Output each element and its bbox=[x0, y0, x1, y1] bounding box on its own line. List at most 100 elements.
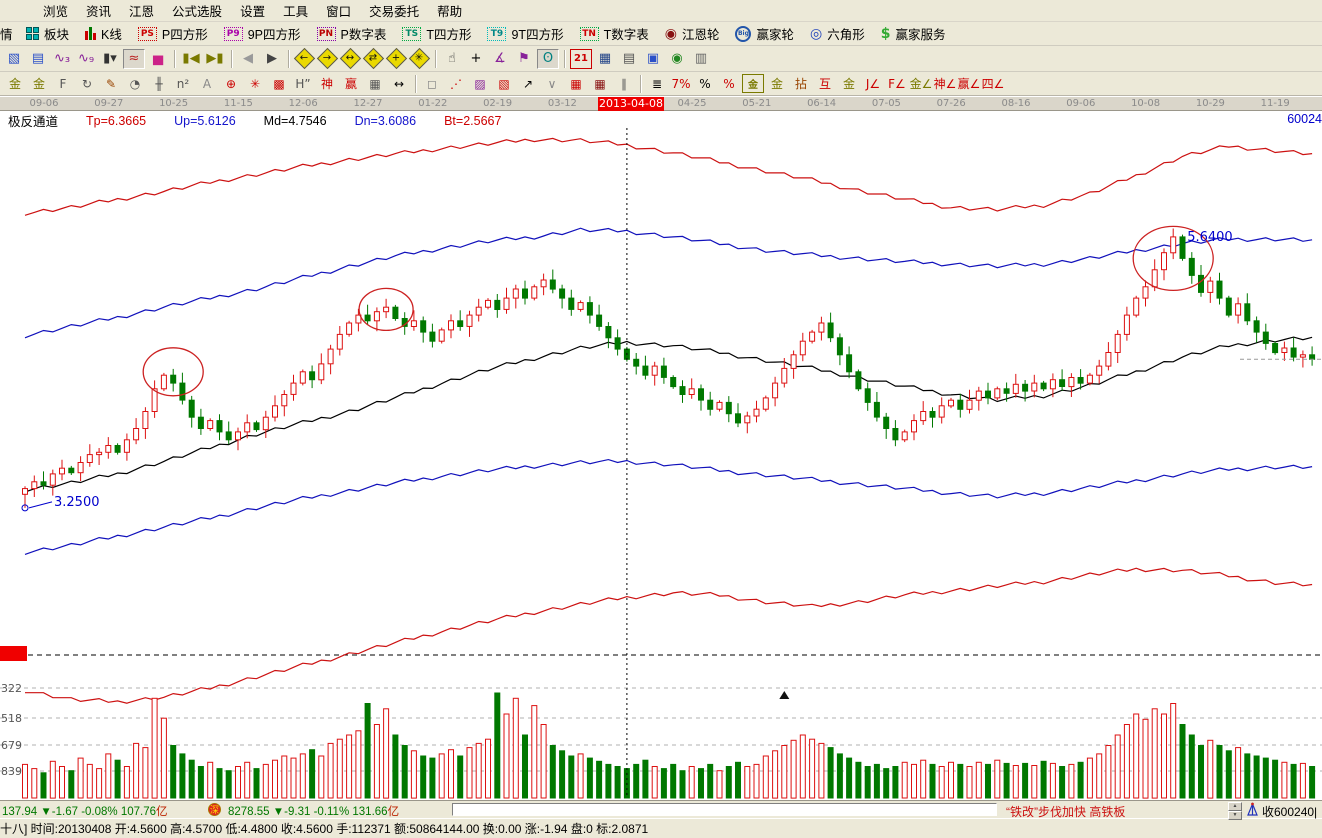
shortcut-blocks-button[interactable]: 板块 bbox=[26, 24, 69, 43]
si-angle-icon[interactable]: 四∠ bbox=[982, 74, 1005, 93]
flag-a-tool-icon[interactable]: A bbox=[196, 74, 218, 93]
calendar-icon[interactable]: 21 bbox=[570, 48, 592, 69]
color-histogram-icon[interactable]: ▅ bbox=[147, 49, 169, 69]
calculator-icon[interactable]: ▦ bbox=[594, 49, 616, 69]
shenzhen-icon: 深 bbox=[208, 803, 221, 816]
trend-arrow-tool-icon[interactable]: ↗ bbox=[517, 74, 539, 93]
shen-tool-icon[interactable]: 神 bbox=[316, 74, 338, 93]
mail-globe-icon[interactable]: ◉ bbox=[666, 49, 688, 69]
parallel-lines-tool-icon[interactable]: ∥ bbox=[613, 74, 635, 93]
menu-item-3[interactable]: 公式选股 bbox=[172, 5, 223, 19]
fibonacci-tool-icon[interactable]: F bbox=[52, 74, 74, 93]
menu-item-1[interactable]: 资讯 bbox=[86, 5, 112, 19]
quote-list-icon[interactable]: ▤ bbox=[27, 49, 49, 69]
zoom-out-icon[interactable]: ✳ bbox=[408, 47, 431, 70]
ruler-123-tool-icon[interactable]: ▦ bbox=[364, 74, 386, 93]
brain-tool-icon[interactable]: ʘ bbox=[537, 48, 559, 69]
j-angle-icon[interactable]: J∠ bbox=[862, 74, 884, 93]
fan-box-tool-icon[interactable]: ▨ bbox=[469, 74, 491, 93]
flag-tool-icon[interactable]: ⚑ bbox=[513, 49, 535, 69]
last-bar-icon[interactable]: ▶▮ bbox=[204, 49, 226, 69]
pattern-box-icon[interactable]: ≈ bbox=[123, 48, 145, 69]
menu-item-2[interactable]: 江恩 bbox=[129, 5, 155, 19]
menu-item-0[interactable]: 浏览 bbox=[43, 5, 69, 19]
shortcut-9p-square-button[interactable]: P9 9P四方形 bbox=[223, 24, 301, 43]
kline-chart-panel[interactable]: 极反通道 Tp=6.3665 Up=5.6126 Md=4.7546 Dn=3.608… bbox=[0, 111, 1322, 800]
wave-9-icon[interactable]: ∿₉ bbox=[75, 49, 97, 69]
save-icon[interactable]: ▣ bbox=[642, 49, 664, 69]
shortcut-winner-service-button[interactable]: $ 赢家服务 bbox=[881, 24, 946, 43]
shortcut-kline-button[interactable]: K线 bbox=[85, 24, 122, 43]
gold-line-icon[interactable]: 金 bbox=[766, 74, 788, 93]
zigzag-tool-icon[interactable]: ∨ bbox=[541, 74, 563, 93]
stats-list-icon[interactable]: ≣ bbox=[646, 74, 668, 93]
gold-angle-icon[interactable]: 金∠ bbox=[910, 74, 933, 93]
shortcut-p-number-table-button[interactable]: PN P数字表 bbox=[316, 24, 386, 43]
n-square-tool-icon[interactable]: n² bbox=[172, 74, 194, 93]
gann-gold-tool-1-icon[interactable]: 金 bbox=[4, 74, 26, 93]
crosshair-tool-icon[interactable]: + bbox=[465, 49, 487, 69]
gauge-tool-icon[interactable]: ◔ bbox=[124, 74, 146, 93]
box-select-tool-icon[interactable]: ◻ bbox=[421, 74, 443, 93]
menu-item-6[interactable]: 窗口 bbox=[326, 5, 352, 19]
shortcut-9t-square-button[interactable]: T9 9T四方形 bbox=[487, 24, 564, 43]
scroll-left-icon[interactable]: ← bbox=[293, 47, 316, 70]
prev-bar-icon[interactable]: ◀ bbox=[237, 49, 259, 69]
span-arrow-tool-icon[interactable]: ↔ bbox=[388, 74, 410, 93]
partial-toolbar-icon[interactable]: 情 bbox=[0, 24, 12, 43]
percent-icon[interactable]: % bbox=[694, 74, 716, 93]
shortcut-t-square-button[interactable]: TS T四方形 bbox=[402, 24, 471, 43]
menu-item-8[interactable]: 帮助 bbox=[437, 5, 463, 19]
shortcut-gann-wheel-button[interactable]: ◉ 江恩轮 bbox=[665, 24, 720, 43]
spinner-down-button[interactable]: ▼ bbox=[1228, 811, 1242, 820]
ying-angle-icon[interactable]: 赢∠ bbox=[958, 74, 981, 93]
menu-item-7[interactable]: 交易委托 bbox=[369, 5, 420, 19]
menu-item-5[interactable]: 工具 bbox=[283, 5, 309, 19]
mail-globe-icon-glyph: ◉ bbox=[671, 51, 683, 66]
wave-3-icon[interactable]: ∿₃ bbox=[51, 49, 73, 69]
candle-style-icon[interactable]: ▮▾ bbox=[99, 49, 121, 69]
ying-tool-icon[interactable]: 赢 bbox=[340, 74, 362, 93]
scroll-right-icon[interactable]: → bbox=[316, 47, 339, 70]
expand-horizontal-icon[interactable]: ↔ bbox=[339, 47, 362, 70]
menu-item-4[interactable]: 设置 bbox=[240, 5, 266, 19]
remote-pc-icon[interactable]: ▥ bbox=[690, 49, 712, 69]
fan-lines-tool-icon[interactable]: ⋰ bbox=[445, 74, 467, 93]
shortcut-hexagon-button[interactable]: ◎ 六角形 bbox=[810, 24, 865, 43]
compress-bars-icon[interactable]: ⇄ bbox=[362, 47, 385, 70]
brush-tool-icon[interactable]: ✎ bbox=[100, 74, 122, 93]
first-bar-icon[interactable]: ▮◀ bbox=[180, 49, 202, 69]
hu-tool-icon[interactable]: 互 bbox=[814, 74, 836, 93]
kline-chart-canvas[interactable]: 322 518 679 839 5.6400 3.2500 bbox=[0, 111, 1322, 800]
shen-angle-icon[interactable]: 神∠ bbox=[934, 74, 957, 93]
h-quote-tool-icon[interactable]: Η” bbox=[292, 74, 314, 93]
web-tool-icon[interactable]: ✳ bbox=[244, 74, 266, 93]
price-grid-tool-icon[interactable]: ▦ bbox=[565, 74, 587, 93]
time-grid-tool-icon[interactable]: ▦ bbox=[589, 74, 611, 93]
percent-line-icon[interactable]: % bbox=[718, 74, 740, 93]
indicator-value-0: Tp=6.3665 bbox=[86, 113, 147, 128]
nian-tool-icon[interactable]: 拈 bbox=[790, 74, 812, 93]
angle-tool-icon[interactable]: ∡ bbox=[489, 49, 511, 69]
f-angle-icon[interactable]: F∠ bbox=[886, 74, 908, 93]
zoom-in-icon[interactable]: + bbox=[385, 47, 408, 70]
gann-gold-tool-2-icon[interactable]: 金 bbox=[28, 74, 50, 93]
shortcut-winner-wheel-button[interactable]: Big 赢家轮 bbox=[735, 24, 794, 43]
chart-window-icon[interactable]: ▧ bbox=[3, 49, 25, 69]
shortcut-t-number-table-button[interactable]: TN T数字表 bbox=[579, 24, 649, 43]
gold-base-icon[interactable]: 金 bbox=[838, 74, 860, 93]
percent-7-icon[interactable]: 7% bbox=[670, 74, 692, 93]
circle-cross-tool-icon[interactable]: ⊕ bbox=[220, 74, 242, 93]
pattern-box-icon-glyph: ≈ bbox=[128, 51, 140, 66]
hand-tool-icon[interactable]: ☝ bbox=[441, 49, 463, 69]
spiral-tool-icon[interactable]: ↻ bbox=[76, 74, 98, 93]
status-search-input[interactable] bbox=[452, 803, 997, 816]
boxed-web-tool-icon[interactable]: ▩ bbox=[268, 74, 290, 93]
next-bar-icon[interactable]: ▶ bbox=[261, 49, 283, 69]
memo-icon[interactable]: ▤ bbox=[618, 49, 640, 69]
spinner-up-button[interactable]: ▲ bbox=[1228, 802, 1242, 811]
shortcut-p-square-button[interactable]: PS P四方形 bbox=[137, 24, 208, 43]
ruler-tool-icon[interactable]: ╫ bbox=[148, 74, 170, 93]
grid-fan-tool-icon[interactable]: ▧ bbox=[493, 74, 515, 93]
gold-circle-icon[interactable]: 金 bbox=[742, 74, 764, 93]
